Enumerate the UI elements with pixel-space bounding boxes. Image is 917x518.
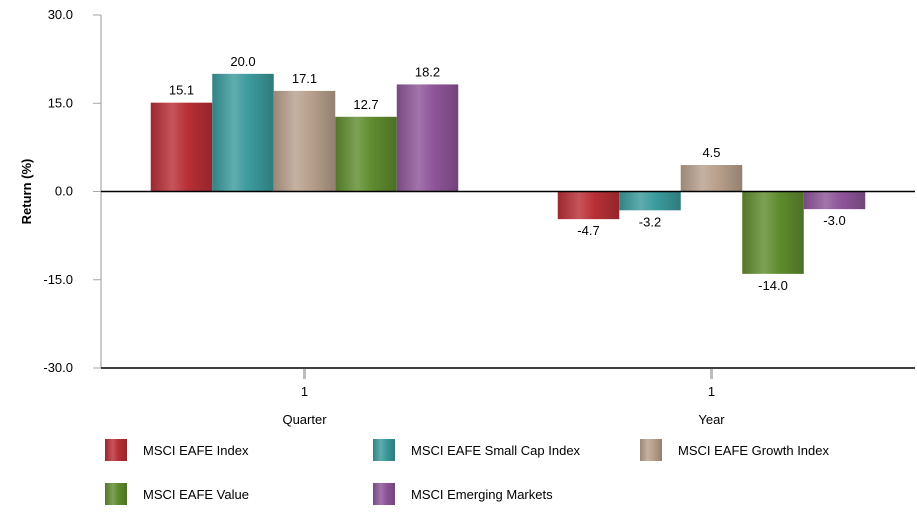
data-label: 15.1 <box>169 83 194 98</box>
y-tick-label: -30.0 <box>43 360 73 375</box>
bar-1-cat-2 <box>557 191 620 220</box>
data-label: 20.0 <box>230 54 255 69</box>
data-label: 17.1 <box>292 71 317 86</box>
data-label: -3.0 <box>823 213 845 228</box>
legend-swatch <box>105 439 127 461</box>
y-tick-label: 0.0 <box>55 184 73 199</box>
y-tick-label: -15.0 <box>43 272 73 287</box>
bar-1-cat-1 <box>150 102 213 192</box>
data-label: -14.0 <box>758 278 788 293</box>
x-tick-mark <box>303 369 306 379</box>
x-tick-label: 1 <box>708 384 715 399</box>
data-label: -4.7 <box>577 223 599 238</box>
x-category-label: Quarter <box>282 412 327 427</box>
y-tick-label: 30.0 <box>48 7 73 22</box>
bar-2-cat-1 <box>212 73 274 192</box>
x-tick-mark <box>710 369 713 379</box>
y-axis-title: Return (%) <box>19 159 34 225</box>
bar-2-cat-2 <box>619 191 681 211</box>
x-category-label: Year <box>698 412 725 427</box>
legend-swatch <box>373 439 395 461</box>
x-tick-label: 1 <box>301 384 308 399</box>
data-label: -3.2 <box>639 214 661 229</box>
bar-3-cat-1 <box>273 90 336 192</box>
bar-4-cat-2 <box>742 191 804 274</box>
legend-swatch <box>105 483 127 505</box>
data-label: 18.2 <box>415 64 440 79</box>
legend-label: MSCI EAFE Small Cap Index <box>411 443 581 458</box>
bar-3-cat-2 <box>680 165 743 192</box>
data-label: 4.5 <box>702 145 720 160</box>
legend-label: MSCI EAFE Value <box>143 487 249 502</box>
data-label: 12.7 <box>353 97 378 112</box>
bar-4-cat-1 <box>335 116 397 192</box>
legend-swatch <box>640 439 662 461</box>
legend-label: MSCI EAFE Index <box>143 443 249 458</box>
y-tick-label: 15.0 <box>48 95 73 110</box>
bar-5-cat-2 <box>803 191 866 210</box>
legend-label: MSCI EAFE Growth Index <box>678 443 829 458</box>
bar-5-cat-1 <box>396 84 459 192</box>
legend-label: MSCI Emerging Markets <box>411 487 553 502</box>
legend-swatch <box>373 483 395 505</box>
